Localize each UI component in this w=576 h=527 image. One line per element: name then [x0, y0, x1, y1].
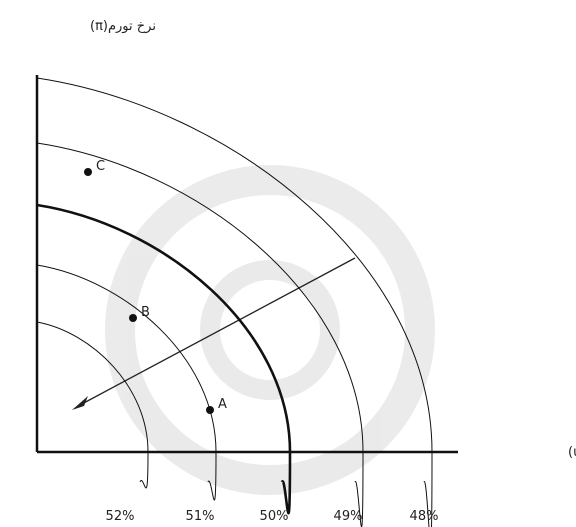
point [129, 314, 137, 322]
curve [36, 264, 217, 501]
arrow-line [79, 257, 356, 406]
x-axis-label: نرخ بیکاری(u) [568, 445, 576, 460]
y-axis-label: نرخ تورم(π) [90, 19, 156, 34]
point-label: A [218, 397, 227, 412]
curve [36, 203, 292, 515]
point-label: C [96, 159, 105, 174]
curve-label: 52% [106, 509, 135, 524]
curve [36, 142, 364, 527]
curve [36, 321, 149, 489]
curve-label: 48% [410, 509, 439, 524]
point [206, 406, 214, 414]
watermark [105, 165, 435, 495]
curve [36, 77, 433, 527]
point [84, 168, 92, 176]
arrow-head [72, 396, 88, 410]
point-label: B [141, 305, 150, 320]
curve-label: 49% [334, 509, 363, 524]
curve-label: 50% [260, 509, 289, 524]
curve-label: 51% [186, 509, 215, 524]
